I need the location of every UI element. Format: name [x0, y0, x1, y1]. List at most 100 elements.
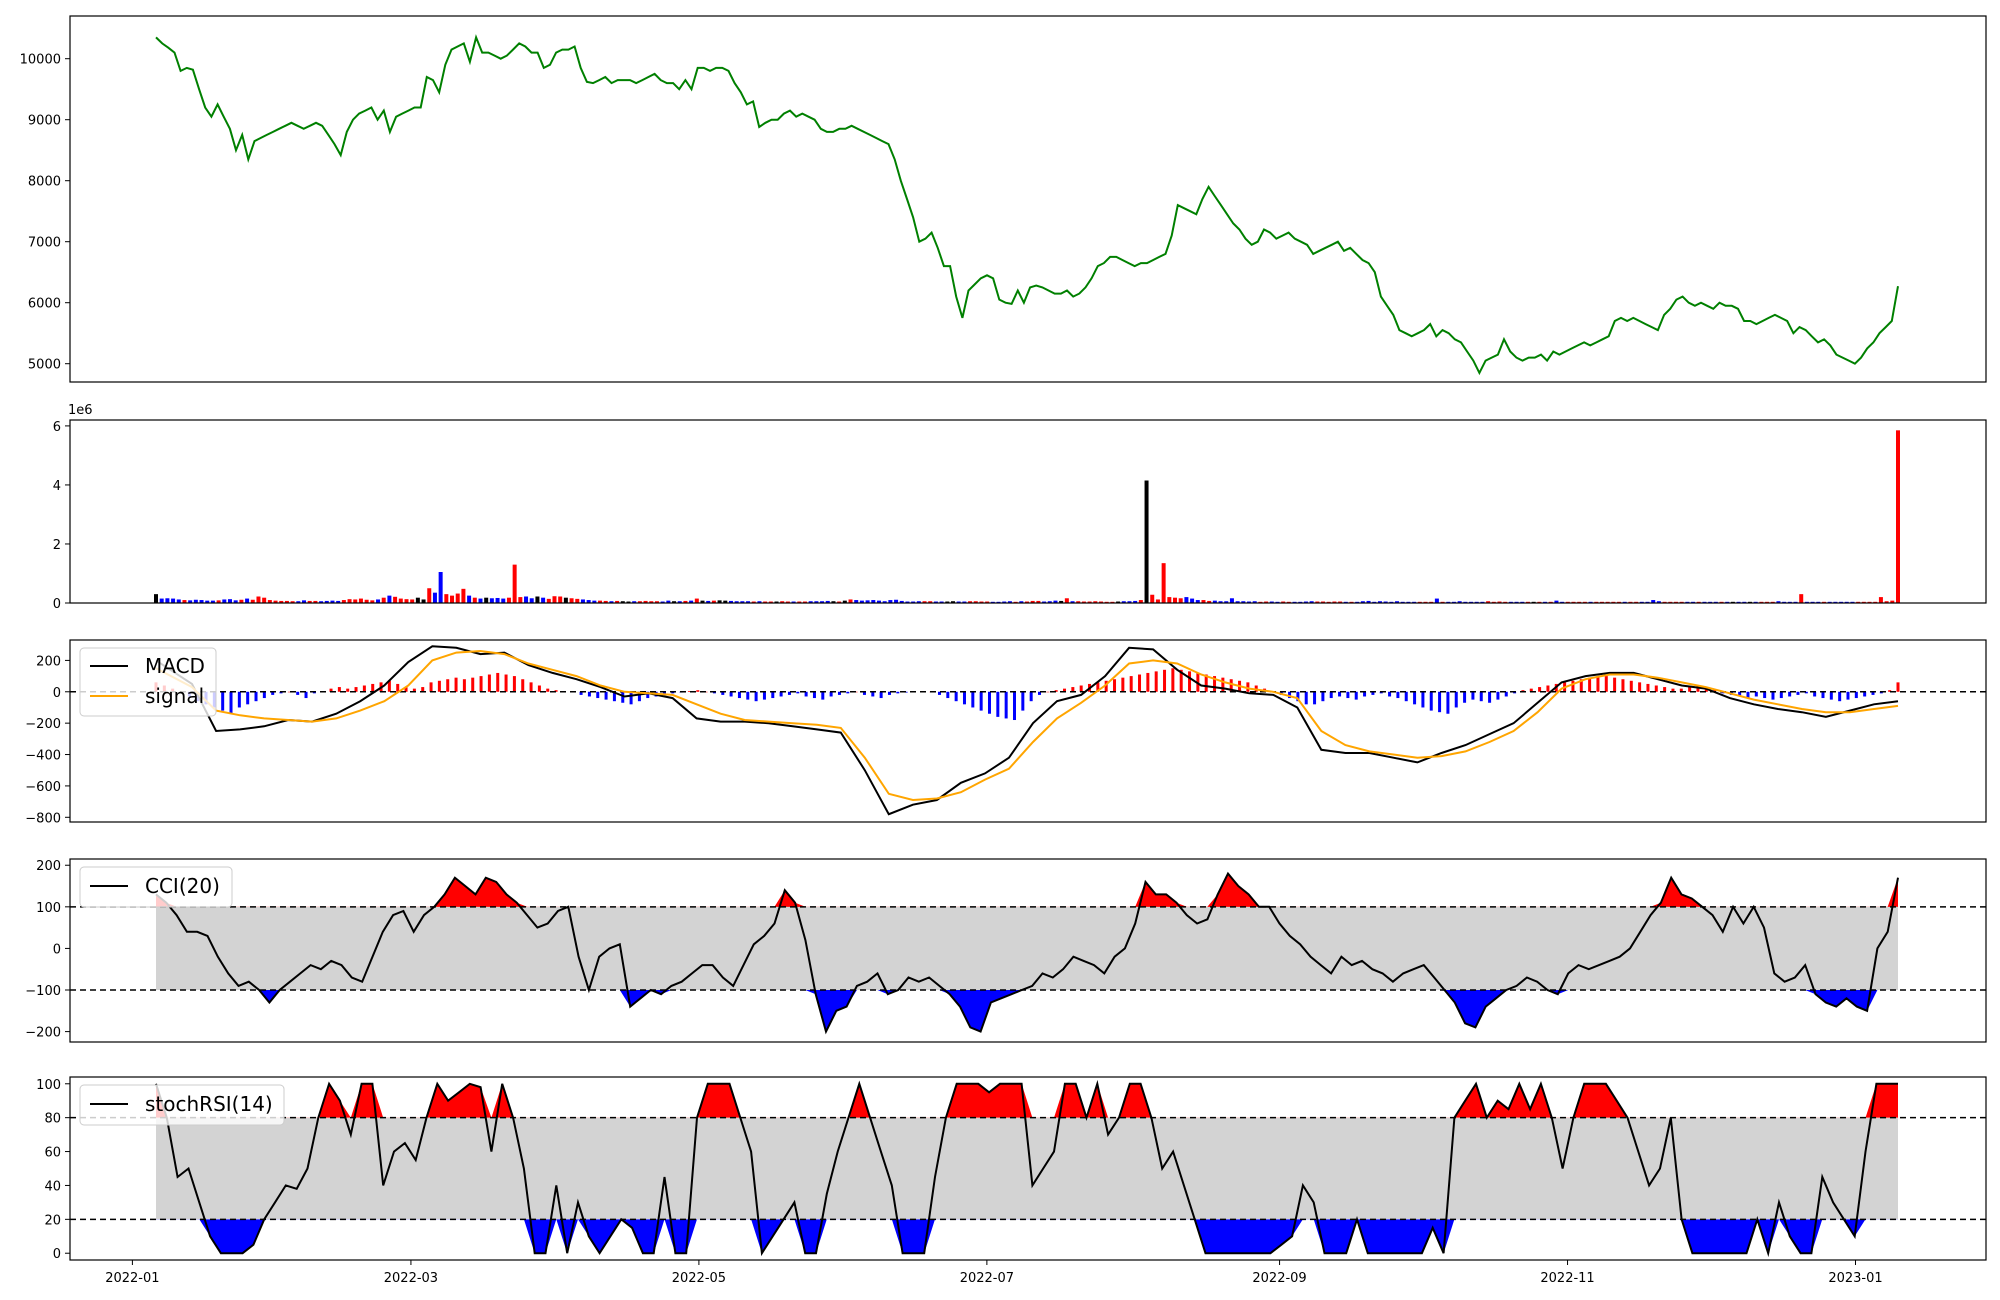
cci-legend-box — [79, 866, 233, 908]
volume-bar — [973, 601, 978, 603]
y-tick-label: 100 — [36, 901, 61, 916]
x-tick-label: 2022-01 — [105, 1271, 159, 1286]
macd-histogram-bar — [1671, 688, 1675, 692]
volume-bar — [1377, 601, 1382, 603]
volume-bar — [262, 597, 267, 603]
macd-histogram-bar — [1346, 691, 1350, 699]
volume-bar — [706, 600, 711, 603]
volume-bar — [450, 595, 455, 603]
macd-histogram-bar — [1429, 691, 1433, 711]
volume-bar — [1178, 598, 1183, 603]
macd-histogram-bar — [1038, 691, 1042, 695]
volume-bar — [1002, 601, 1007, 603]
macd-histogram-bar — [312, 691, 316, 694]
macd-panel: −800 −600 −400 −200 0 200 MACD signal — [25, 639, 1987, 826]
y-tick-label: −800 — [25, 811, 61, 826]
volume-panel: 0 2 4 6 1e6 — [53, 403, 1987, 612]
macd-histogram-bar — [1446, 691, 1450, 714]
volume-bar — [979, 601, 984, 603]
volume-bar — [677, 601, 682, 603]
volume-bar — [1007, 601, 1012, 603]
y-tick-label: 8000 — [28, 175, 61, 190]
volume-bar — [1025, 601, 1029, 603]
volume-bar — [1303, 601, 1308, 603]
stochrsi-frame — [69, 1076, 1987, 1261]
volume-bar — [763, 601, 768, 603]
macd-histogram-bar — [904, 691, 908, 693]
macd-histogram-bar — [512, 676, 516, 692]
macd-histogram-bar — [1646, 683, 1650, 692]
volume-y-ticks: 0 2 4 6 — [53, 420, 70, 612]
macd-histogram-bar — [404, 687, 408, 692]
volume-bar — [586, 600, 591, 603]
volume-bar — [250, 599, 255, 603]
volume-bar — [324, 600, 329, 603]
volume-bar — [370, 600, 375, 603]
volume-bar — [455, 593, 460, 603]
volume-bar — [478, 598, 483, 603]
macd-histogram-bar — [687, 690, 691, 692]
volume-bar — [159, 598, 164, 603]
macd-histogram-bar — [837, 691, 841, 695]
volume-bar — [393, 596, 398, 603]
volume-bar — [546, 598, 551, 603]
macd-histogram-bar — [1396, 691, 1400, 699]
volume-bar — [1281, 601, 1286, 603]
volume-bar — [797, 601, 802, 603]
macd-histogram-bar — [271, 691, 275, 695]
macd-histogram-bar — [287, 691, 291, 693]
macd-histogram-bar — [354, 687, 358, 692]
macd-histogram-bar — [1012, 691, 1016, 721]
volume-bar — [302, 600, 307, 603]
volume-bar — [916, 601, 921, 603]
volume-bar — [945, 601, 950, 603]
macd-histogram-bar — [1796, 691, 1800, 695]
volume-bar — [615, 600, 620, 603]
y-tick-label: 20 — [44, 1213, 61, 1228]
macd-histogram-bar — [871, 691, 875, 697]
macd-histogram-bar — [1246, 682, 1250, 692]
macd-histogram-bar — [329, 688, 333, 692]
volume-bar — [529, 598, 534, 603]
macd-histogram-bar — [1104, 680, 1108, 692]
volume-bar — [757, 601, 762, 603]
stochrsi-line — [155, 1079, 1898, 1258]
macd-histogram-bar — [646, 691, 650, 699]
volume-bar — [398, 598, 403, 603]
macd-histogram-bar — [662, 691, 666, 695]
volume-bar — [649, 601, 654, 603]
macd-histogram-bar — [979, 691, 983, 711]
volume-bar — [672, 601, 677, 603]
volume-bar — [632, 601, 637, 603]
volume-bar — [1201, 600, 1206, 603]
macd-histogram-bar — [1738, 691, 1742, 697]
macd-histogram-bar — [1354, 691, 1358, 700]
macd-histogram-bar — [1513, 691, 1517, 694]
volume-bar — [1042, 601, 1047, 603]
volume-bar — [1235, 601, 1240, 603]
volume-bar — [558, 596, 563, 603]
macd-histogram-bar — [229, 691, 233, 714]
macd-histogram-bar — [1679, 688, 1683, 692]
volume-bar — [222, 599, 227, 603]
macd-histogram-bar — [1063, 688, 1067, 692]
macd-histogram-bar — [262, 691, 266, 699]
macd-histogram-bar — [796, 691, 800, 694]
cci-frame — [69, 858, 1987, 1043]
volume-bar — [1030, 600, 1035, 603]
price-line — [155, 34, 1899, 376]
volume-bar — [894, 599, 899, 603]
volume-bar — [626, 601, 631, 603]
macd-histogram-bar — [1288, 691, 1292, 699]
macd-histogram-bar — [879, 691, 883, 699]
macd-histogram-bar — [1363, 691, 1367, 697]
volume-bar — [956, 601, 961, 603]
macd-histogram-bar — [479, 676, 483, 692]
volume-bar — [933, 601, 938, 603]
volume-bar — [734, 601, 739, 603]
volume-bar — [1047, 601, 1052, 603]
volume-bar — [216, 600, 221, 603]
x-tick-label: 2023-01 — [1828, 1271, 1882, 1286]
macd-histogram-bar — [1229, 679, 1233, 692]
macd-histogram-bar — [604, 691, 608, 700]
